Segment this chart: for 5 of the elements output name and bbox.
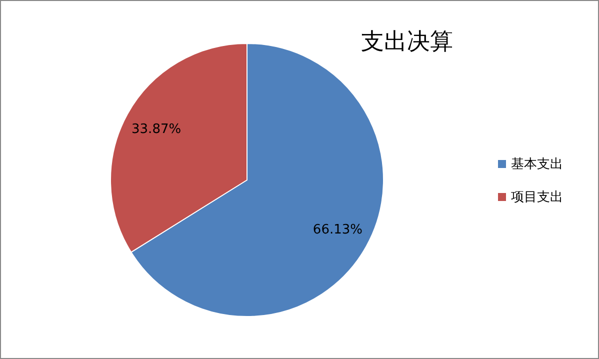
legend-label: 项目支出 <box>511 189 563 206</box>
chart-title: 支出决算 <box>361 28 453 57</box>
data-label: 33.87% <box>132 122 182 138</box>
legend-label: 基本支出 <box>511 156 563 173</box>
data-label: 66.13% <box>312 222 362 238</box>
